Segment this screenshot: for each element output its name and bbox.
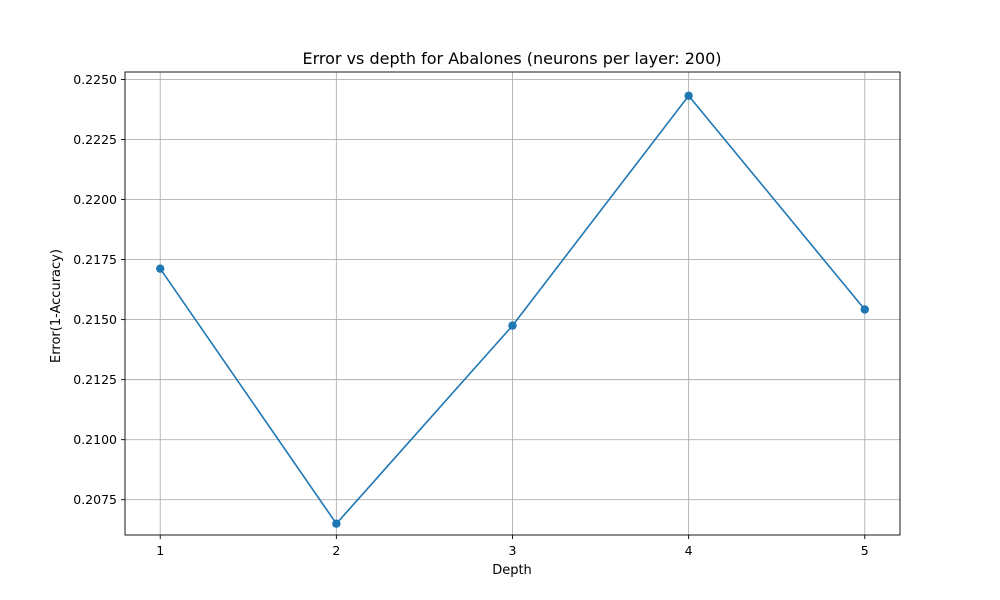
y-axis-label: Error(1-Accuracy): [49, 249, 64, 363]
y-tick-label: 0.2225: [73, 132, 117, 147]
data-point: [332, 519, 341, 528]
chart-title: Error vs depth for Abalones (neurons per…: [303, 49, 722, 68]
x-tick-label: 2: [332, 543, 340, 558]
x-tick-label: 4: [685, 543, 693, 558]
y-tick-label: 0.2075: [73, 492, 117, 507]
data-point: [508, 321, 517, 330]
y-tick-label: 0.2200: [73, 192, 117, 207]
x-tick-label: 1: [156, 543, 164, 558]
x-tick-label: 3: [509, 543, 517, 558]
y-tick-label: 0.2250: [73, 72, 117, 87]
data-point: [860, 305, 869, 314]
x-axis-label: Depth: [492, 563, 532, 578]
x-tick-label: 5: [861, 543, 869, 558]
data-point: [156, 264, 165, 273]
series-layer: [156, 91, 869, 528]
y-tick-label: 0.2100: [73, 432, 117, 447]
grid-lines: [125, 72, 900, 535]
data-point: [684, 91, 693, 100]
y-tick-label: 0.2150: [73, 312, 117, 327]
y-tick-label: 0.2125: [73, 372, 117, 387]
tick-layer: 1 2 3 4 5 0.2075 0.2100 0.2125 0.2150 0.2175 0.220…: [73, 72, 868, 558]
y-tick-label: 0.2175: [73, 252, 117, 267]
